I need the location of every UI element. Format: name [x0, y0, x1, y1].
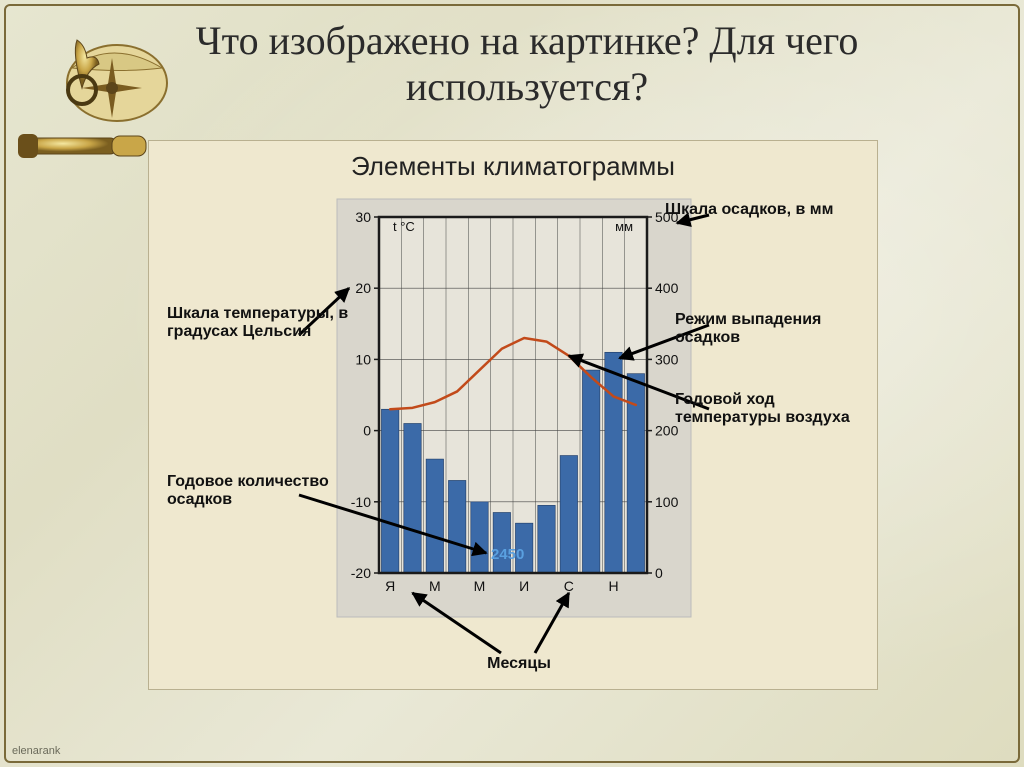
- callout-months: Месяцы: [479, 655, 559, 673]
- svg-text:мм: мм: [615, 219, 633, 234]
- slide-title: Что изображено на картинке? Для чего исп…: [90, 18, 964, 110]
- svg-text:30: 30: [355, 209, 371, 225]
- callout-precip-scale: Шкала осадков, в мм: [665, 201, 833, 219]
- climatogram-chart: 2450-20-1001020300100200300400500t °CммЯ…: [149, 195, 877, 689]
- callout-precip-regime: Режим выпадения осадков: [675, 311, 877, 348]
- slide: { "slide": { "title": "Что изображено на…: [0, 0, 1024, 767]
- svg-text:2450: 2450: [491, 546, 524, 563]
- climatogram-panel: Элементы климатограммы 2450-20-100102030…: [148, 140, 878, 690]
- svg-text:-20: -20: [351, 565, 371, 581]
- svg-text:И: И: [519, 578, 529, 594]
- callout-temp-scale: Шкала температуры, в градусах Цельсия: [167, 305, 377, 342]
- svg-text:Н: Н: [608, 578, 618, 594]
- svg-text:300: 300: [655, 351, 679, 367]
- credit: elenarank: [12, 745, 60, 757]
- svg-text:100: 100: [655, 494, 679, 510]
- svg-text:0: 0: [363, 423, 371, 439]
- svg-text:10: 10: [355, 351, 371, 367]
- svg-text:400: 400: [655, 280, 679, 296]
- svg-text:0: 0: [655, 565, 663, 581]
- chart-area: 2450-20-1001020300100200300400500t °CммЯ…: [149, 195, 877, 689]
- callout-annual-precip: Годовое количество осадков: [167, 473, 377, 510]
- svg-text:М: М: [474, 578, 486, 594]
- svg-text:20: 20: [355, 280, 371, 296]
- svg-text:М: М: [429, 578, 441, 594]
- callout-temp-course: Годовой ход температуры воздуха: [675, 391, 877, 428]
- panel-title: Элементы климатограммы: [149, 141, 877, 182]
- svg-text:t °C: t °C: [393, 219, 415, 234]
- svg-text:Я: Я: [385, 578, 395, 594]
- svg-text:С: С: [564, 578, 574, 594]
